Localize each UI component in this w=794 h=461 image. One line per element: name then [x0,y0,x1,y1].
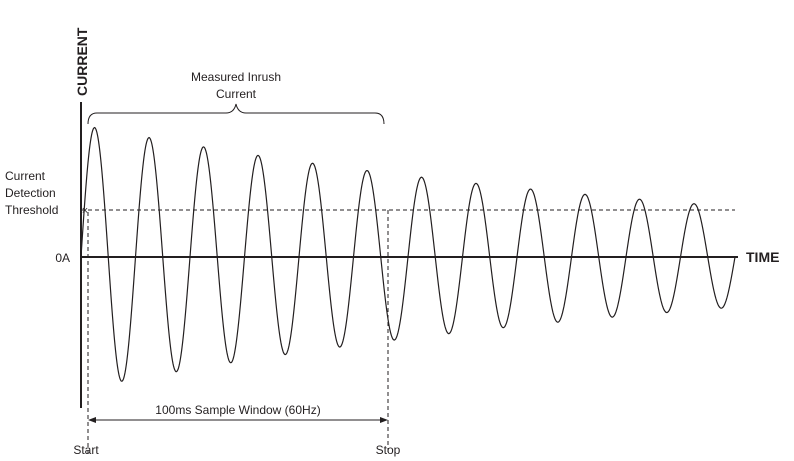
threshold-label-line2: Detection [5,186,56,200]
current-axis-title: CURRENT [74,27,90,96]
sample-window-arrowhead-left [88,417,96,423]
current-waveform [80,126,736,382]
sample-window-label-bg [124,402,352,418]
threshold-marker: × [82,205,88,217]
stop-label: Stop [376,443,401,457]
threshold-label-line1: Current [5,169,46,183]
start-label: Start [73,443,99,457]
inrush-bracket [87,103,385,125]
sample-window-arrowhead-right [380,417,388,423]
zero-amp-label: 0A [55,251,70,265]
threshold-label-line3: Threshold [5,203,58,217]
sample-window-label: 100ms Sample Window (60Hz) [155,403,320,417]
inrush-label-line1: Measured Inrush [191,70,281,84]
inrush-label-line2: Current [216,87,257,101]
time-axis-title: TIME [746,249,779,265]
